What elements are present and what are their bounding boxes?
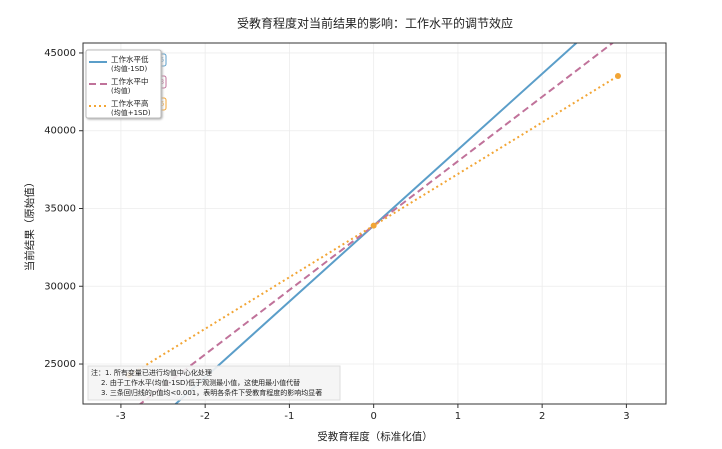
series-line	[138, 43, 615, 404]
badge-text: 6	[160, 100, 165, 108]
x-tick-label: 1	[455, 411, 461, 422]
y-tick-label: 45000	[44, 48, 76, 59]
x-tick-label: -3	[116, 411, 126, 422]
y-tick-label: 35000	[44, 203, 76, 214]
point-marker	[614, 72, 621, 79]
legend-note: (均值-1SD)	[111, 64, 148, 73]
legend-label: 工作水平低	[111, 54, 149, 64]
y-tick-label: 25000	[44, 359, 76, 370]
note-box	[87, 365, 341, 401]
badge-text: 5	[160, 56, 164, 64]
badge-text: 3	[160, 78, 164, 86]
plot-frame	[82, 42, 667, 405]
x-tick-label: -2	[200, 411, 210, 422]
x-tick-label: 2	[539, 411, 545, 422]
y-axis-label: 当前结果（原始值）	[23, 177, 36, 272]
legend-note: (均值+1SD)	[111, 108, 151, 117]
y-tick-label: 40000	[44, 126, 76, 137]
legend-label: 工作水平高	[111, 98, 149, 108]
note-text: 2. 由于工作水平(均值-1SD)低于观测最小值，这使用最小值代替	[101, 378, 300, 387]
note-text: 注：1. 所有变量已进行均值中心化处理	[91, 368, 212, 377]
x-tick-label: 0	[370, 411, 376, 422]
chart-title: 受教育程度对当前结果的影响：工作水平的调节效应	[237, 16, 513, 31]
y-tick-label: 30000	[44, 281, 76, 292]
point-marker	[370, 222, 377, 229]
legend-box	[85, 49, 162, 119]
x-tick-label: 3	[623, 411, 629, 422]
legend-label: 工作水平中	[111, 76, 149, 86]
legend-note: (均值)	[111, 86, 131, 95]
x-axis-label: 受教育程度（标准化值）	[317, 430, 433, 443]
note-text: 3. 三条回归线的p值均<0.001，表明各条件下受教育程度的影响均显著	[101, 388, 322, 397]
x-tick-label: -1	[284, 411, 294, 422]
